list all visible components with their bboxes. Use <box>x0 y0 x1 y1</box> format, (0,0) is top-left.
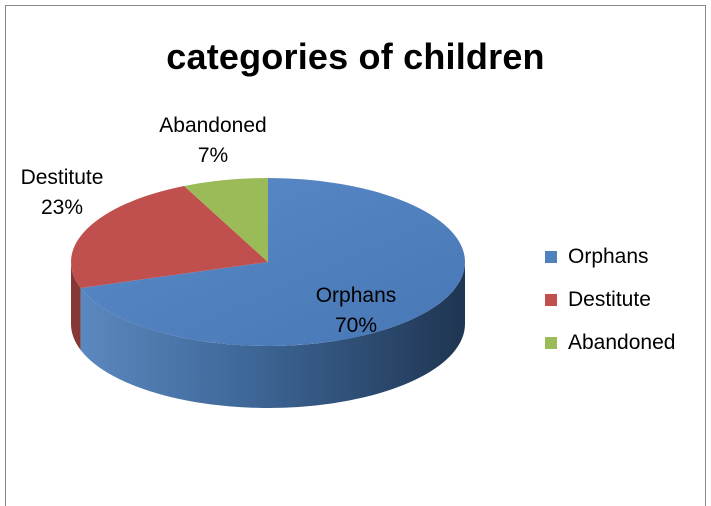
pie-side-destitute <box>71 262 81 350</box>
legend-swatch-abandoned <box>545 336 557 349</box>
pie-slice-abandoned <box>184 178 268 262</box>
data-label-name-orphans: Orphans <box>316 284 397 307</box>
legend-label-abandoned: Abandoned <box>568 330 676 354</box>
legend-swatch-destitute <box>545 293 557 306</box>
data-label-layer: Orphans 70% Destitute 23% Abandoned 7% <box>21 114 397 337</box>
data-label-value-orphans: 70% <box>335 314 377 337</box>
data-label-value-abandoned: 7% <box>198 144 228 167</box>
pie-top-layer <box>71 178 465 347</box>
data-label-name-destitute: Destitute <box>21 166 104 189</box>
legend-label-orphans: Orphans <box>568 244 649 268</box>
legend-label-destitute: Destitute <box>568 287 651 311</box>
legend-swatch-orphans <box>545 250 557 263</box>
legend-item-destitute: Destitute <box>545 285 675 314</box>
pie-slice-destitute <box>71 185 268 288</box>
pie-side-orphans <box>80 262 465 409</box>
legend-item-abandoned: Abandoned <box>545 328 675 357</box>
pie-side-layer <box>71 262 465 409</box>
chart-title: categories of children <box>166 36 545 77</box>
legend: Orphans Destitute Abandoned <box>545 242 675 371</box>
legend-item-orphans: Orphans <box>545 242 675 271</box>
data-label-value-destitute: 23% <box>41 196 83 219</box>
pie-slice-orphans <box>80 178 465 347</box>
data-label-name-abandoned: Abandoned <box>159 114 266 137</box>
